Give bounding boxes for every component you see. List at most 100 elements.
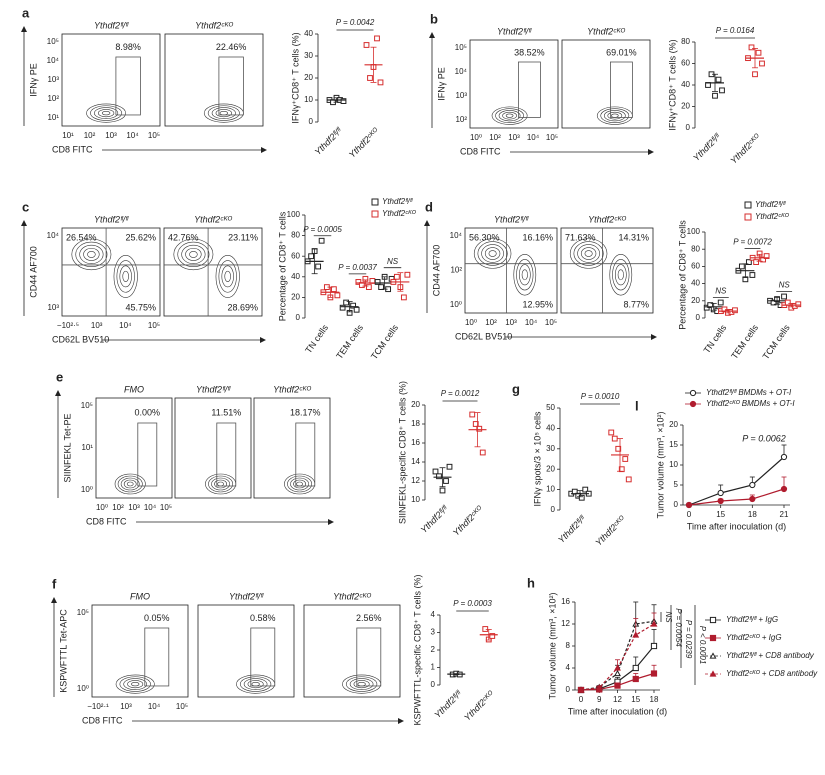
x-tick-label: −10²·⁵ — [57, 321, 79, 330]
contour — [116, 260, 135, 293]
x-tick-label: Ythdf2ᶜᴷᴼ — [451, 504, 485, 538]
p-value: P = 0.0062 — [742, 433, 785, 443]
y-tick-label: 0 — [696, 313, 701, 322]
y-axis-label: SIINFEKL-specific CD8⁺ T cells (%) — [397, 381, 407, 524]
x-tick-label: 10² — [485, 318, 497, 327]
contour — [473, 238, 512, 269]
y-tick-label: 40 — [304, 29, 313, 38]
x-tick-label: 10⁴ — [148, 702, 161, 711]
data-point — [432, 468, 439, 475]
panel-label: e — [56, 369, 63, 384]
y-tick-label: 10³ — [47, 303, 59, 312]
gate-percent: 45.75% — [125, 302, 156, 312]
y-tick-label: 5 — [674, 480, 679, 489]
data-point — [707, 302, 714, 309]
plot-title: Ythdf2ᶠˡ/ᶠˡ — [196, 384, 231, 394]
gate-percent: 8.77% — [623, 299, 649, 309]
x-tick-label: TEM cells — [334, 322, 365, 361]
data-point — [712, 92, 718, 99]
contour — [518, 264, 531, 286]
contour — [243, 678, 268, 690]
plot-title: Ythdf2ᶠˡ/ᶠˡ — [497, 26, 532, 36]
arrow-head — [651, 334, 657, 340]
y-tick-label: 10⁵ — [81, 401, 93, 410]
data-point — [732, 307, 738, 314]
contour — [584, 250, 593, 257]
x-tick-label: 10³ — [508, 133, 520, 142]
data-point — [308, 253, 315, 260]
contour — [97, 109, 115, 118]
data-point — [614, 682, 621, 689]
x-tick-label: 10⁵ — [545, 318, 557, 327]
plot-frame — [174, 397, 252, 499]
x-tick-label: 10³ — [120, 702, 132, 711]
data-point — [715, 76, 722, 83]
data-point — [400, 294, 407, 301]
data-point — [367, 75, 373, 81]
data-point — [781, 293, 787, 300]
p-value: NS — [779, 281, 791, 290]
x-tick-label: 0 — [687, 510, 692, 519]
y-tick-label: 10⁵ — [455, 43, 467, 52]
contour — [185, 247, 202, 261]
data-point — [748, 44, 755, 51]
data-point — [650, 620, 658, 627]
x-tick-label: 12 — [613, 695, 622, 704]
data-point — [350, 302, 357, 309]
arrow-head — [51, 597, 57, 603]
contour — [521, 269, 528, 281]
gate — [610, 61, 633, 118]
plot-frame — [164, 33, 264, 127]
data-point — [763, 253, 770, 259]
data-point — [393, 273, 400, 280]
x-axis-label: CD8 FITC — [86, 516, 127, 526]
data-point — [632, 675, 639, 683]
contour — [349, 678, 374, 690]
data-point — [760, 256, 767, 263]
y-tick-label: 12 — [561, 619, 570, 628]
x-tick-label: 10¹ — [62, 131, 74, 140]
x-tick-label: 15 — [631, 695, 640, 704]
y-tick-label: 10¹ — [47, 113, 59, 122]
plot-frame — [91, 604, 189, 698]
contour — [505, 113, 514, 118]
x-axis-label: CD8 FITC — [52, 144, 93, 154]
gate — [144, 627, 170, 687]
data-point — [615, 445, 622, 452]
data-point — [469, 411, 476, 418]
contour — [211, 107, 236, 119]
data-point — [632, 664, 639, 672]
contour — [126, 481, 134, 487]
x-tick-label: Ythdf2ᶜᴷᴼ — [462, 689, 496, 723]
y-tick-label: 60 — [691, 262, 700, 271]
data-point — [330, 286, 337, 293]
data-point — [717, 489, 724, 497]
contour — [603, 110, 626, 122]
plot-title: Ythdf2ᶠˡ/ᶠˡ — [94, 214, 129, 224]
contour — [290, 477, 310, 491]
x-tick-label: 10² — [84, 131, 96, 140]
p-value: P = 0.0037 — [338, 263, 377, 272]
x-tick-label: 10⁴ — [144, 503, 157, 512]
y-tick-label: 10⁰ — [81, 485, 93, 494]
arrow-head — [261, 147, 267, 153]
plot-frame — [197, 604, 295, 698]
contour — [131, 681, 140, 687]
contour — [221, 265, 234, 288]
gate-percent: 2.56% — [356, 613, 382, 623]
arrow-head — [424, 220, 430, 226]
gate-percent: 8.98% — [115, 42, 141, 52]
data-point — [709, 670, 717, 677]
data-point — [759, 60, 765, 67]
y-tick-label: 10⁴ — [455, 67, 468, 76]
contour — [617, 269, 624, 281]
contour — [218, 260, 237, 293]
contour — [211, 477, 231, 491]
contour — [600, 108, 630, 124]
contour — [173, 238, 214, 271]
y-tick-label: 10⁵ — [47, 37, 59, 46]
gate-percent: 25.62% — [125, 232, 156, 242]
panel-label: h — [527, 575, 535, 590]
arrow-head — [328, 519, 334, 525]
